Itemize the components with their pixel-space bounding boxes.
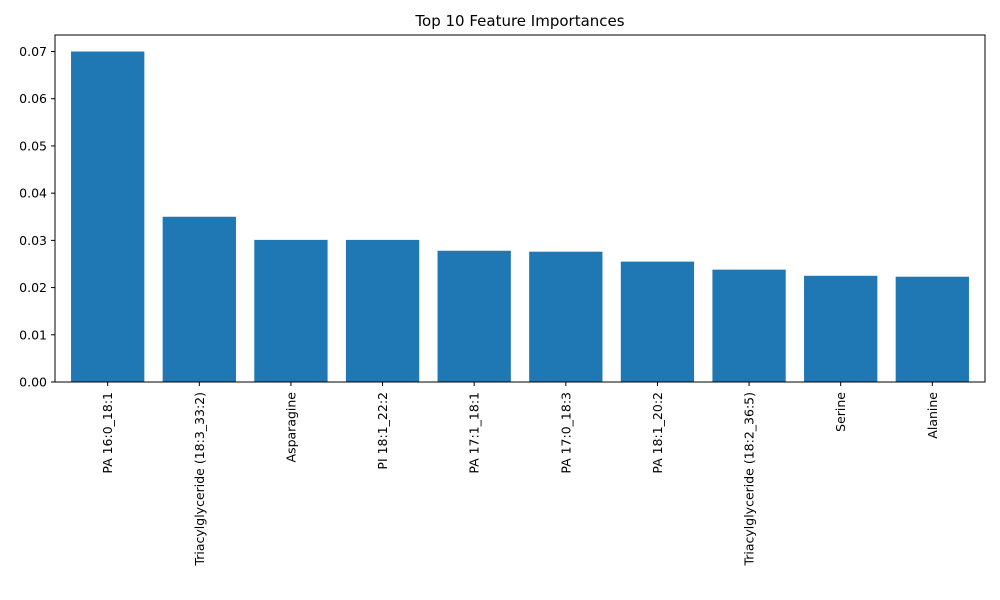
y-tick-label-3: 0.03 (19, 233, 47, 248)
bar-1 (162, 216, 236, 382)
x-tick-label-3: PI 18:1_22:2 (375, 392, 390, 470)
plot-frame (54, 34, 986, 383)
bar-0 (71, 51, 145, 383)
x-tick-label-6: PA 18:1_20:2 (650, 392, 665, 474)
bar-4 (437, 250, 511, 382)
y-tick-label-7: 0.07 (19, 44, 47, 59)
bar-5 (529, 251, 603, 382)
bar-6 (620, 261, 695, 382)
x-tick-label-7: Triacylglyceride (18:2_36:5) (742, 392, 757, 567)
bar-9 (895, 276, 969, 382)
bar-7 (712, 269, 786, 382)
y-tick-label-1: 0.01 (19, 327, 47, 342)
chart-title: Top 10 Feature Importances (414, 12, 624, 30)
x-tick-label-4: PA 17:1_18:1 (467, 392, 482, 474)
y-tick-label-5: 0.05 (19, 138, 47, 153)
y-axis: 0.00 0.01 0.02 0.03 0.04 0.05 0.06 0.07 (19, 44, 55, 390)
x-tick-label-8: Serine (833, 392, 848, 432)
y-tick-label-6: 0.06 (19, 91, 47, 106)
x-tick-label-5: PA 17:0_18:3 (558, 392, 573, 474)
x-tick-label-9: Alanine (925, 392, 940, 439)
x-tick-label-0: PA 16:0_18:1 (100, 392, 115, 474)
y-tick-label-0: 0.00 (19, 375, 47, 390)
y-tick-label-4: 0.04 (19, 186, 47, 201)
bar-8 (804, 275, 878, 382)
x-axis: PA 16:0_18:1 Triacylglyceride (18:3_33:2)… (100, 382, 940, 567)
bar-2 (254, 239, 328, 382)
bar-3 (345, 239, 420, 382)
x-tick-label-2: Asparagine (283, 392, 298, 463)
bars-group (71, 51, 969, 383)
x-tick-label-1: Triacylglyceride (18:3_33:2) (192, 392, 207, 567)
y-tick-label-2: 0.02 (19, 280, 47, 295)
